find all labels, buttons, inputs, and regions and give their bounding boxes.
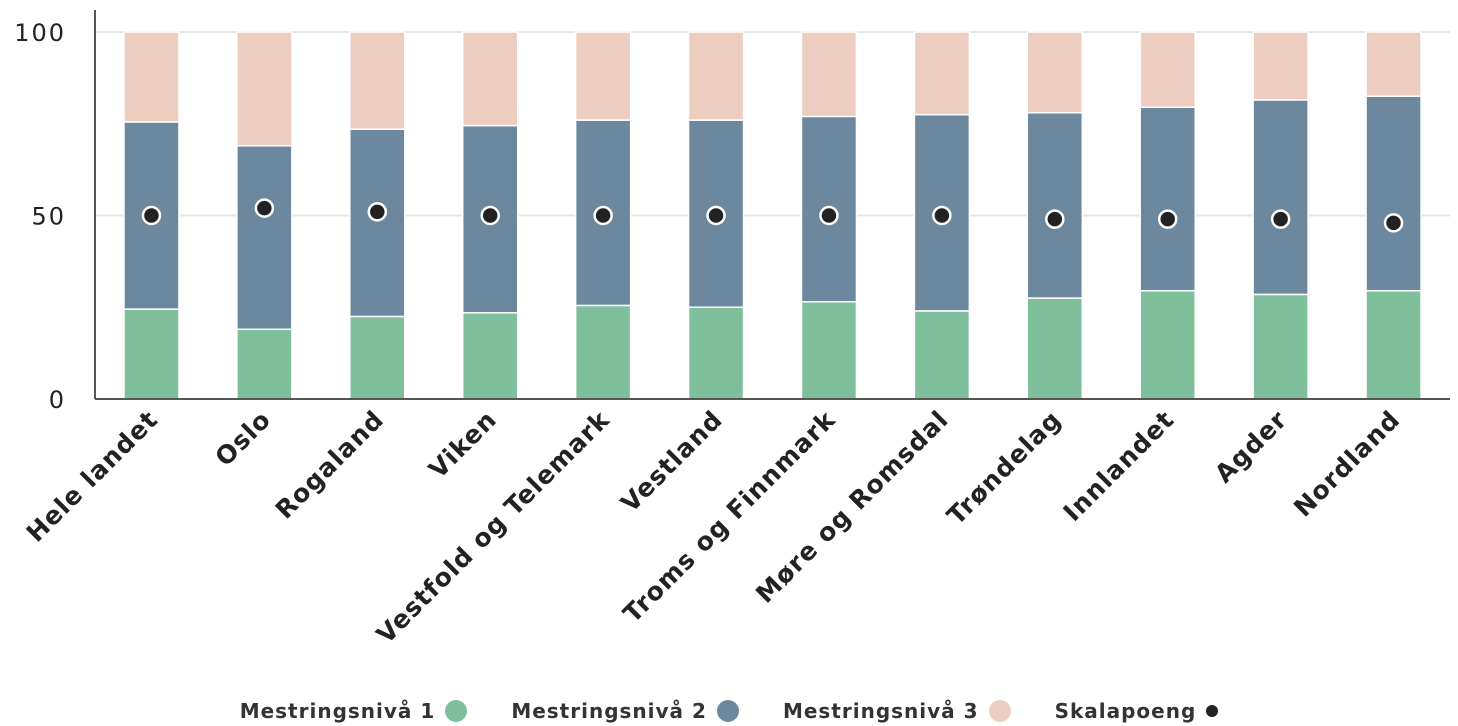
bar-segment-level-1[interactable] (1365, 289, 1422, 400)
bar-segment-level-3[interactable] (1365, 31, 1422, 97)
score-point[interactable] (1383, 213, 1404, 233)
x-category-label: Nordland (1288, 405, 1406, 523)
score-point[interactable] (141, 205, 162, 226)
score-point[interactable] (1157, 209, 1178, 229)
x-category-label: Møre og Romsdal (750, 405, 954, 609)
grid-lines (95, 31, 1450, 217)
legend-label: Mestringsnivå 2 (511, 699, 707, 723)
bar-segment-level-3[interactable] (1139, 31, 1196, 108)
bar-segment-level-1[interactable] (123, 308, 180, 400)
legend-swatch-circle (716, 700, 739, 722)
legend-swatch-circle (988, 700, 1011, 722)
y-tick-labels: 0 50 100 (14, 19, 66, 414)
bar-segment-level-2[interactable] (349, 128, 406, 318)
legend-swatch-dot (1206, 705, 1219, 717)
y-tick-label: 50 (31, 203, 66, 231)
score-point[interactable] (480, 205, 500, 226)
legend-item-level-2[interactable]: Mestringsnivå 2 (511, 699, 739, 723)
bar-segment-level-1[interactable] (1026, 297, 1084, 400)
bar-segment-level-1[interactable] (1252, 293, 1309, 400)
x-category-label: Troms og Finnmark (618, 404, 842, 628)
legend-label: Mestringsnivå 3 (782, 699, 979, 723)
bar-segment-level-2[interactable] (1026, 111, 1084, 299)
x-category-label: Vestfold og Telemark (371, 404, 616, 649)
bar-segment-level-3[interactable] (1252, 31, 1309, 101)
bar-segment-level-2[interactable] (1139, 106, 1196, 292)
x-category-label: Vestland (615, 405, 728, 518)
score-point[interactable] (593, 205, 613, 226)
score-points-group (141, 198, 1404, 233)
axes-group (94, 10, 1450, 400)
bars-group (123, 31, 1422, 400)
bar-segment-level-3[interactable] (1026, 31, 1084, 114)
x-category-label: Trøndelag (941, 405, 1067, 531)
y-tick-label: 0 (49, 386, 66, 414)
score-point[interactable] (932, 205, 952, 226)
y-tick-label: 100 (14, 19, 66, 47)
legend-item-level-3[interactable]: Mestringsnivå 3 (783, 699, 1011, 723)
x-category-label: Agder (1209, 405, 1293, 489)
bar-segment-level-3[interactable] (123, 31, 180, 123)
bar-segment-level-2[interactable] (1365, 95, 1422, 292)
bar-segment-level-1[interactable] (574, 304, 632, 400)
legend: Mestringsnivå 1 Mestringsnivå 2 Mestring… (0, 696, 1458, 726)
score-point[interactable] (367, 202, 388, 222)
legend-label: Mestringsnivå 1 (239, 699, 436, 723)
bar-segment-level-2[interactable] (236, 145, 293, 331)
bar-segment-level-1[interactable] (349, 315, 406, 400)
bar-segment-level-3[interactable] (913, 31, 971, 116)
x-category-label: Viken (423, 405, 502, 484)
x-category-label: Innlandet (1058, 405, 1180, 527)
bar-segment-level-1[interactable] (461, 312, 519, 400)
score-point[interactable] (1045, 209, 1065, 229)
score-point[interactable] (1270, 209, 1291, 229)
score-point[interactable] (254, 198, 275, 218)
bar-segment-level-1[interactable] (913, 310, 971, 400)
legend-swatch-circle (445, 700, 468, 722)
legend-item-level-1[interactable]: Mestringsnivå 1 (240, 699, 468, 723)
legend-label: Skalapoeng (1054, 699, 1197, 723)
bar-segment-level-3[interactable] (687, 31, 745, 121)
bar-segment-level-1[interactable] (800, 300, 858, 400)
x-category-label: Hele landet (21, 405, 164, 548)
legend-item-score[interactable]: Skalapoeng (1055, 699, 1219, 723)
bar-segment-level-3[interactable] (236, 31, 293, 147)
score-point[interactable] (819, 205, 839, 226)
score-point[interactable] (706, 205, 726, 226)
bar-segment-level-1[interactable] (1139, 289, 1196, 400)
bar-segment-level-3[interactable] (800, 31, 858, 118)
x-category-label: Oslo (210, 405, 277, 472)
bar-segment-level-1[interactable] (236, 328, 293, 400)
x-category-label: Rogaland (270, 405, 390, 525)
bar-segment-level-2[interactable] (1252, 99, 1309, 296)
bar-segment-level-3[interactable] (461, 31, 519, 127)
bar-segment-level-3[interactable] (574, 31, 632, 121)
bar-segment-level-3[interactable] (349, 31, 406, 131)
bar-segment-level-1[interactable] (687, 306, 745, 400)
